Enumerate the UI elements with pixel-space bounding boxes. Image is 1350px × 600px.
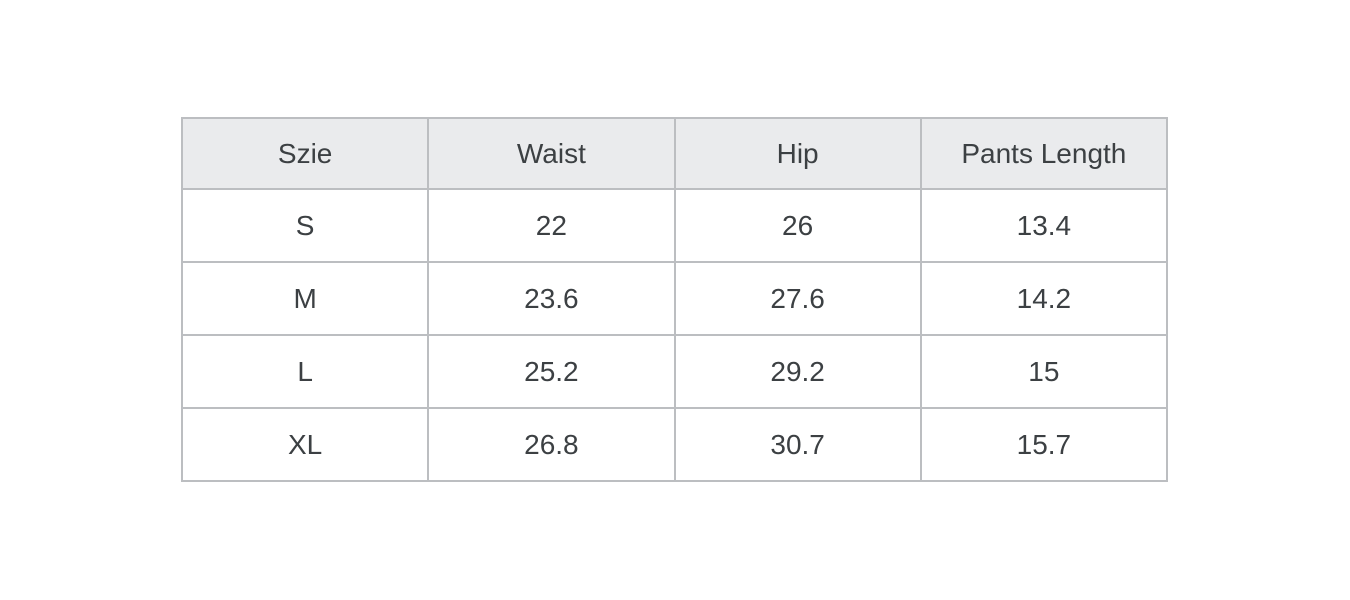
pants-length-cell: 15.7 (919, 407, 1169, 482)
pants-length-cell: 14.2 (919, 261, 1169, 336)
waist-cell: 23.6 (427, 261, 676, 336)
hip-cell: 26 (673, 188, 922, 263)
hip-cell: 27.6 (673, 261, 922, 336)
table-header: Szie Waist Hip Pants Length (180, 117, 1169, 190)
table-row-s: S 22 26 13.4 (180, 188, 1169, 263)
table-row-m: M 23.6 27.6 14.2 (180, 261, 1169, 336)
pants-length-cell: 13.4 (919, 188, 1169, 263)
table-row-l: L 25.2 29.2 15 (180, 334, 1169, 409)
waist-cell: 26.8 (427, 407, 676, 482)
header-cell-waist: Waist (427, 117, 676, 190)
size-chart: Szie Waist Hip Pants Length S 22 26 13.4… (180, 117, 1169, 482)
size-cell: M (180, 261, 430, 336)
header-cell-hip: Hip (673, 117, 922, 190)
header-cell-pants-length: Pants Length (919, 117, 1169, 190)
header-row: Szie Waist Hip Pants Length (180, 117, 1169, 190)
pants-length-cell: 15 (919, 334, 1169, 409)
waist-cell: 25.2 (427, 334, 676, 409)
size-cell: L (180, 334, 430, 409)
hip-cell: 29.2 (673, 334, 922, 409)
waist-cell: 22 (427, 188, 676, 263)
size-cell: XL (180, 407, 430, 482)
table-body: S 22 26 13.4 M 23.6 27.6 14.2 L 25.2 29.… (180, 188, 1169, 482)
table-row-xl: XL 26.8 30.7 15.7 (180, 407, 1169, 482)
hip-cell: 30.7 (673, 407, 922, 482)
size-chart-table: Szie Waist Hip Pants Length S 22 26 13.4… (180, 117, 1169, 482)
header-cell-size: Szie (180, 117, 430, 190)
size-cell: S (180, 188, 430, 263)
